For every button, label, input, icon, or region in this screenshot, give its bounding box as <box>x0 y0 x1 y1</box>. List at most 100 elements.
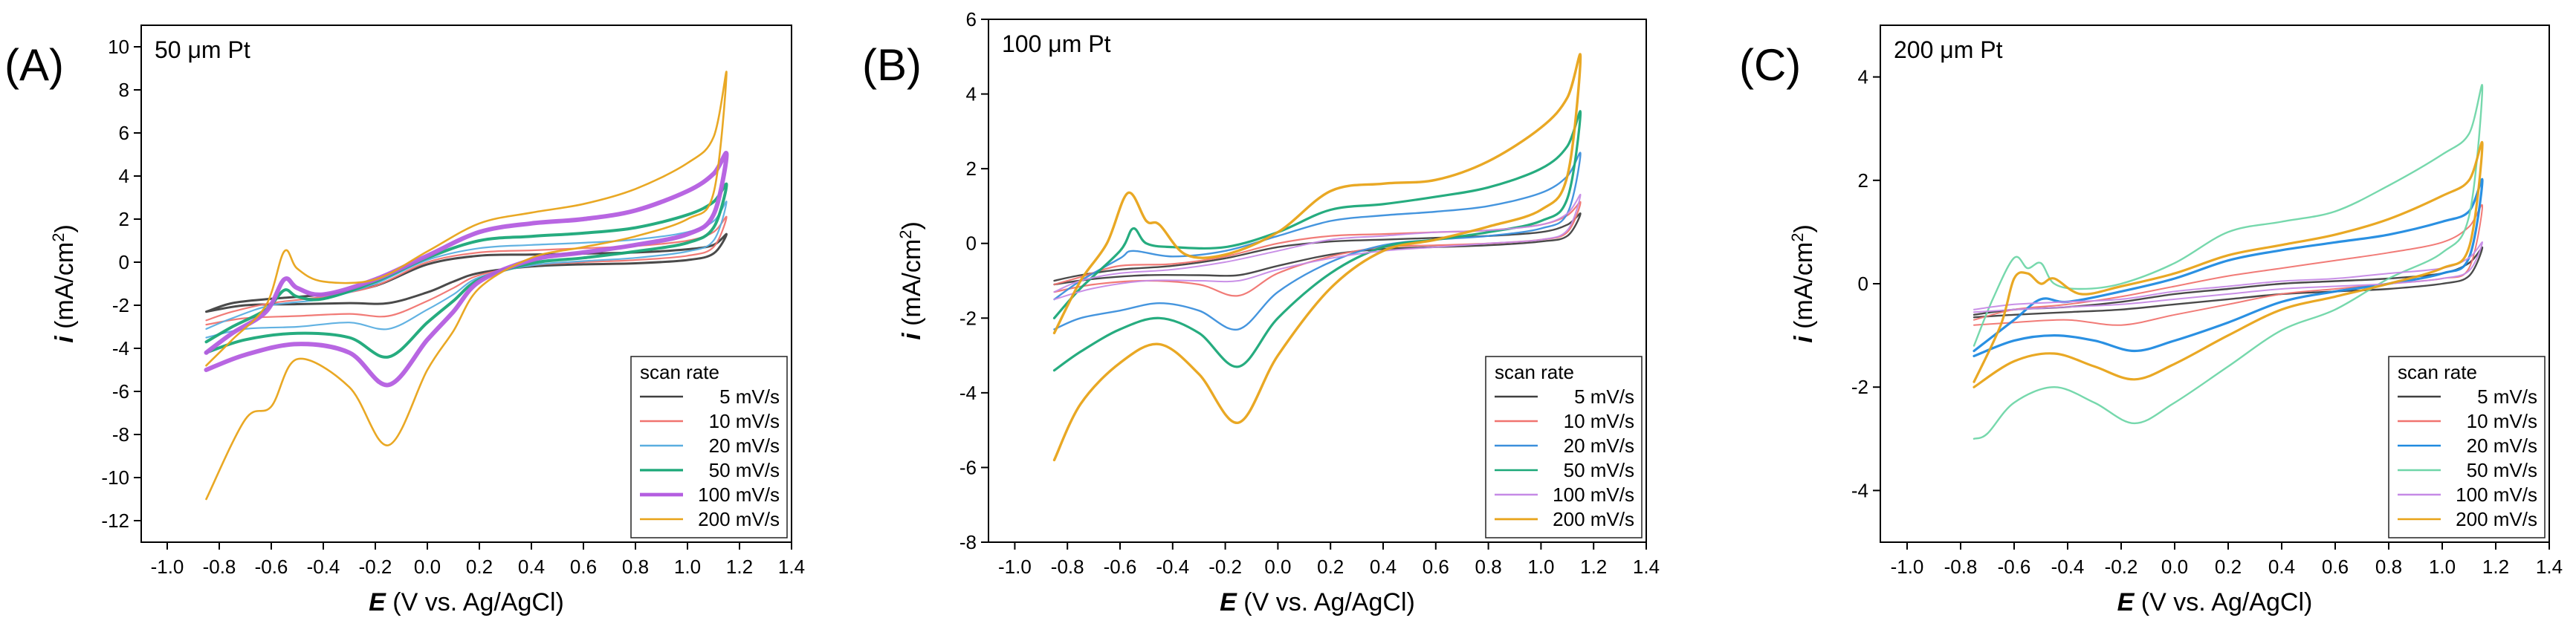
x-tick-label: -0.8 <box>203 556 236 578</box>
plot-area <box>204 71 729 501</box>
x-tick-label: -0.4 <box>307 556 340 578</box>
legend-item: 20 mV/s <box>709 434 780 457</box>
legend-item: 200 mV/s <box>698 508 780 530</box>
plot-area <box>1052 53 1582 462</box>
legend-title: scan rate <box>1495 361 1574 383</box>
y-tick-label: -6 <box>959 456 977 478</box>
legend-item: 5 mV/s <box>719 385 780 408</box>
legend-item: 10 mV/s <box>1564 410 1634 432</box>
y-tick-label: -8 <box>959 531 977 553</box>
x-tick-label: -0.6 <box>1104 556 1137 578</box>
x-tick-label: 0.0 <box>1264 556 1291 578</box>
x-tick-label: -0.2 <box>359 556 392 578</box>
legend-item: 20 mV/s <box>2467 434 2537 457</box>
legend-box <box>1485 356 1643 538</box>
legend-item: 50 mV/s <box>1564 459 1634 481</box>
x-tick-label: 1.0 <box>2429 556 2456 578</box>
x-tick-label: -0.8 <box>1944 556 1978 578</box>
y-tick-label: -12 <box>101 510 129 532</box>
series-line-50-mv-s <box>1052 110 1582 372</box>
x-tick-label: 0.6 <box>2322 556 2349 578</box>
panel-label: (C) <box>1739 40 1801 90</box>
series-line-10-mv-s <box>1973 204 2483 326</box>
x-tick-label: -0.6 <box>255 556 288 578</box>
panel-label: (A) <box>4 40 64 90</box>
x-tick-label: 1.0 <box>1527 556 1554 578</box>
x-axis-label: E (V vs. Ag/AgCl) <box>2117 588 2313 616</box>
series-line-200-mv-s <box>1973 140 2484 388</box>
x-tick-label: 0.4 <box>1370 556 1397 578</box>
legend-item: 10 mV/s <box>709 410 780 432</box>
series-line-50-mv-s <box>1973 84 2484 440</box>
x-tick-label: 0.2 <box>466 556 493 578</box>
x-axis-label: E (V vs. Ag/AgCl) <box>369 588 564 616</box>
panel-title: 100 μm Pt <box>1002 30 1111 57</box>
x-tick-label: 0.2 <box>2215 556 2242 578</box>
x-tick-label: 0.2 <box>1317 556 1344 578</box>
panel-label: (B) <box>862 40 922 90</box>
y-tick-label: 0 <box>966 232 977 255</box>
series-line-20-mv-s <box>1053 152 1582 331</box>
x-tick-label: 1.0 <box>674 556 701 578</box>
x-tick-label: -0.4 <box>1156 556 1189 578</box>
x-axis-label: E (V vs. Ag/AgCl) <box>1220 588 1415 616</box>
legend-box <box>2388 356 2546 538</box>
x-tick-label: 0.0 <box>414 556 441 578</box>
y-tick-label: -4 <box>1851 479 1868 501</box>
series-line-100-mv-s <box>1973 241 2483 313</box>
y-tick-label: -2 <box>959 307 977 329</box>
x-tick-label: -1.0 <box>1891 556 1924 578</box>
y-tick-label: -4 <box>959 382 977 404</box>
y-tick-label: -10 <box>101 466 129 489</box>
y-tick-label: 2 <box>966 157 977 180</box>
panel-title: 50 μm Pt <box>155 36 250 63</box>
series-line-200-mv-s <box>1052 53 1582 462</box>
legend-item: 200 mV/s <box>2456 508 2537 530</box>
series-line-20-mv-s <box>1973 178 2484 357</box>
y-tick-label: 10 <box>108 36 129 58</box>
legend-item: 20 mV/s <box>1564 434 1634 457</box>
y-tick-label: 4 <box>1858 66 1868 88</box>
panel-b: (B) -1.0 -0.8 -0.6 -0.4 -0.2 0.0 0.2 0.4 0.6 0.8 1.… <box>862 8 1660 616</box>
y-tick-label: 2 <box>119 208 129 230</box>
legend-item: 200 mV/s <box>1553 508 1634 530</box>
y-tick-label: 6 <box>119 122 129 144</box>
legend-item: 100 mV/s <box>2456 484 2537 506</box>
legend-title: scan rate <box>2398 361 2477 383</box>
legend-item: 50 mV/s <box>2467 459 2537 481</box>
y-tick-label: 2 <box>1858 169 1868 192</box>
x-tick-label: -0.4 <box>2051 556 2085 578</box>
series-line-5-mv-s <box>1053 212 1582 286</box>
series-line-10-mv-s <box>205 215 728 326</box>
legend-item: 5 mV/s <box>2477 385 2537 408</box>
legend-item: 5 mV/s <box>1574 385 1634 408</box>
x-tick-label: 1.4 <box>1633 556 1660 578</box>
y-tick-label: -8 <box>112 423 129 446</box>
x-tick-label: 1.2 <box>726 556 753 578</box>
x-tick-label: 0.4 <box>518 556 545 578</box>
series-line-50-mv-s <box>204 182 728 359</box>
x-tick-label: 1.4 <box>2536 556 2563 578</box>
plot-frame <box>988 19 1647 543</box>
legend-item: 100 mV/s <box>1553 484 1634 506</box>
x-tick-label: -1.0 <box>998 556 1032 578</box>
y-tick-label: -6 <box>112 380 129 403</box>
x-tick-label: -0.6 <box>1998 556 2031 578</box>
y-tick-label: 4 <box>119 165 129 187</box>
legend-box <box>630 356 788 538</box>
x-tick-label: -1.0 <box>151 556 184 578</box>
x-tick-label: 0.8 <box>2375 556 2402 578</box>
x-tick-label: 0.8 <box>1475 556 1502 578</box>
series-line-100-mv-s <box>1053 194 1582 301</box>
x-tick-label: -0.2 <box>1208 556 1242 578</box>
legend-item: 100 mV/s <box>698 484 780 506</box>
panel-title: 200 μm Pt <box>1894 36 2003 63</box>
series-line-100-mv-s <box>204 151 729 388</box>
x-tick-label: 1.2 <box>1580 556 1607 578</box>
plot-frame <box>140 25 792 543</box>
series-line-10-mv-s <box>1053 201 1582 297</box>
